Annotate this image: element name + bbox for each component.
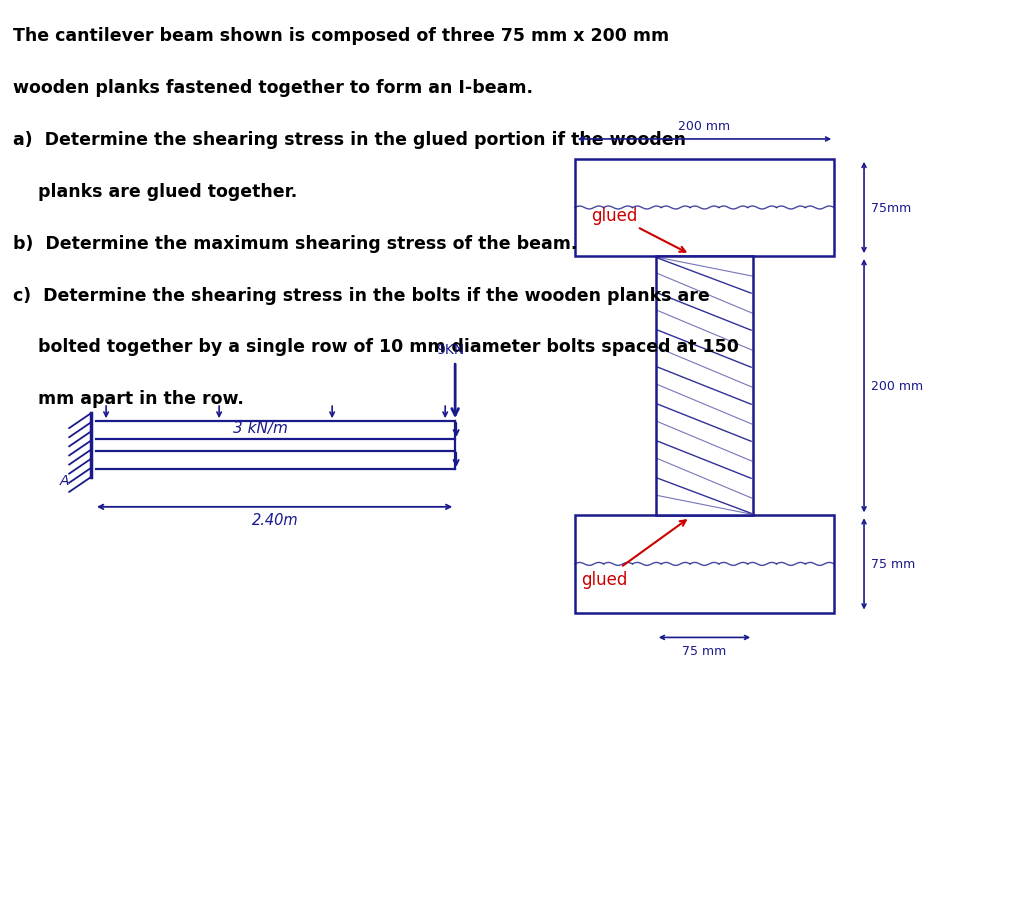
Text: 200 mm: 200 mm [678,120,731,133]
Text: 3 kN/m: 3 kN/m [233,420,288,435]
Text: planks are glued together.: planks are glued together. [39,182,297,200]
Text: wooden planks fastened together to form an I-beam.: wooden planks fastened together to form … [13,79,533,97]
Text: 2.40m: 2.40m [252,512,299,527]
Text: A: A [59,473,69,488]
Text: mm apart in the row.: mm apart in the row. [39,390,244,408]
Bar [575,516,834,613]
Text: a)  Determine the shearing stress in the glued portion if the wooden: a) Determine the shearing stress in the … [13,131,686,149]
Text: 9KN: 9KN [436,343,465,357]
Bar [655,256,753,516]
Text: The cantilever beam shown is composed of three 75 mm x 200 mm: The cantilever beam shown is composed of… [13,27,670,45]
Text: 75mm: 75mm [871,201,912,215]
Text: b)  Determine the maximum shearing stress of the beam.: b) Determine the maximum shearing stress… [13,235,578,253]
Text: glued: glued [581,521,686,589]
Bar [575,160,834,256]
Text: c)  Determine the shearing stress in the bolts if the wooden planks are: c) Determine the shearing stress in the … [13,286,711,304]
Text: glued: glued [591,207,685,253]
Text: 75 mm: 75 mm [682,645,727,657]
Text: bolted together by a single row of 10 mm diameter bolts spaced at 150: bolted together by a single row of 10 mm… [39,338,739,356]
Text: 200 mm: 200 mm [871,380,923,393]
Text: 75 mm: 75 mm [871,558,915,571]
